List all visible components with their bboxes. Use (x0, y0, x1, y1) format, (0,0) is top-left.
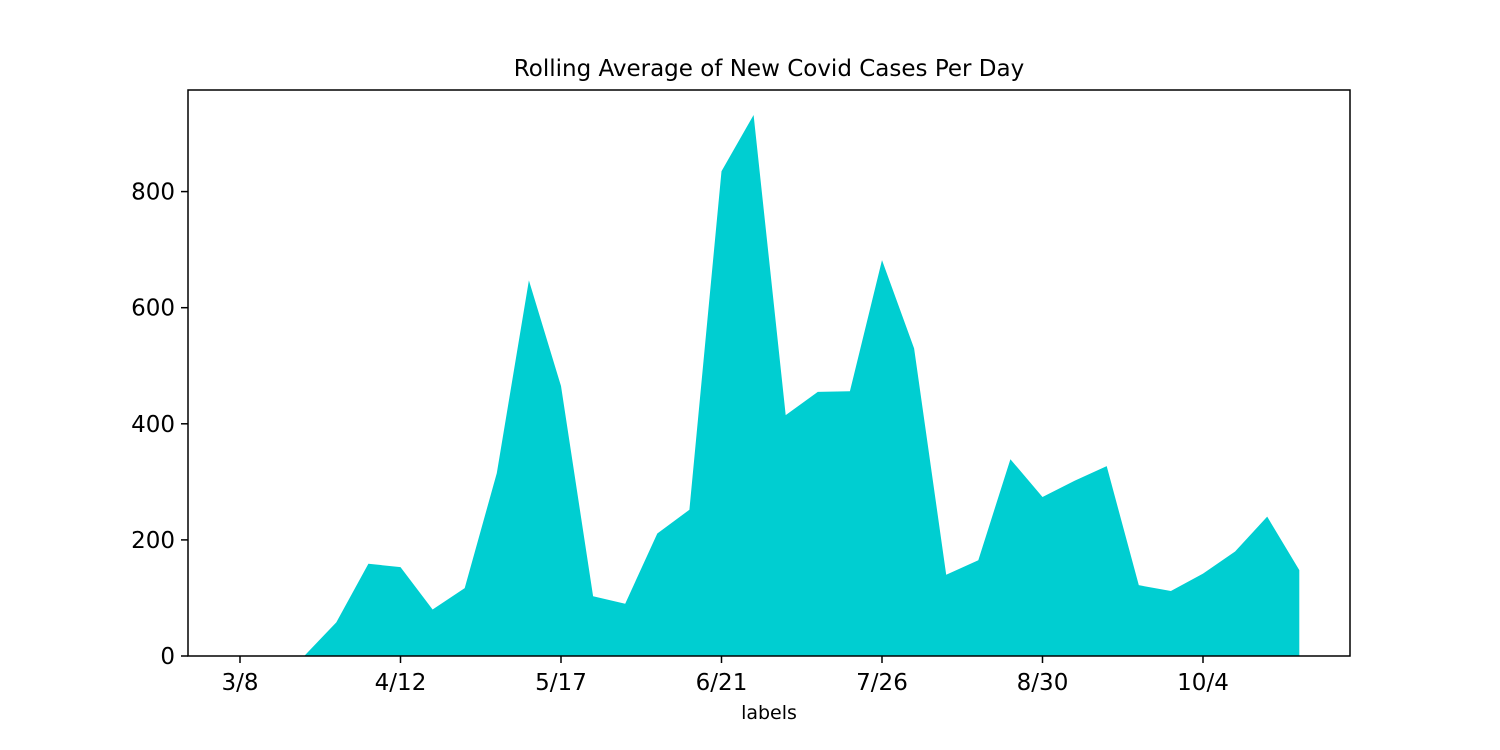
chart-title: Rolling Average of New Covid Cases Per D… (514, 56, 1024, 82)
x-tick-label: 10/4 (1177, 670, 1229, 696)
x-axis: 3/8 4/12 5/17 6/21 7/26 8/30 10/4 (221, 656, 1229, 696)
x-tick-label: 3/8 (221, 670, 258, 696)
plot-area (240, 114, 1300, 656)
x-tick-label: 8/30 (1017, 670, 1069, 696)
y-tick-label: 400 (131, 412, 175, 438)
x-axis-label: labels (741, 702, 797, 724)
x-tick-label: 4/12 (375, 670, 427, 696)
x-tick-label: 6/21 (696, 670, 748, 696)
y-axis: 0 200 400 600 800 (131, 180, 188, 670)
y-tick-label: 800 (131, 180, 175, 206)
y-tick-label: 0 (160, 644, 175, 670)
y-tick-label: 200 (131, 528, 175, 554)
plot-frame (187, 89, 1351, 657)
x-tick-label: 7/26 (856, 670, 908, 696)
x-tick-label: 5/17 (535, 670, 587, 696)
y-tick-label: 600 (131, 296, 175, 322)
area-series (240, 114, 1300, 656)
